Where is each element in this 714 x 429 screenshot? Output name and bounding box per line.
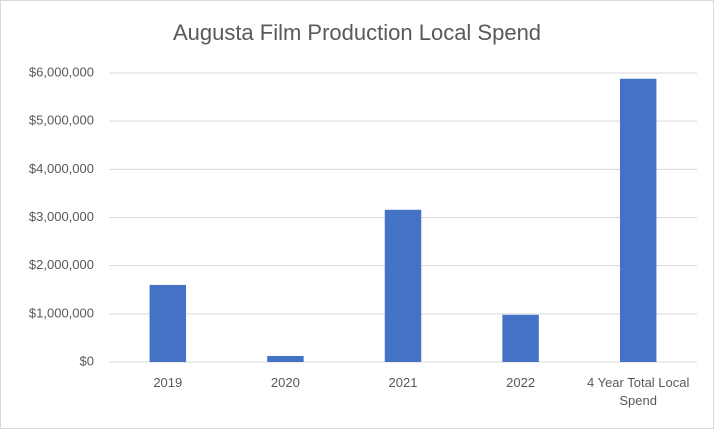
x-tick-label: 4 Year Total Local Spend bbox=[586, 375, 690, 408]
y-tick-label: $3,000,000 bbox=[29, 209, 94, 224]
chart-title: Augusta Film Production Local Spend bbox=[173, 20, 541, 45]
y-tick-label: $1,000,000 bbox=[29, 305, 94, 320]
y-tick-label: $4,000,000 bbox=[29, 161, 94, 176]
y-tick-label: $5,000,000 bbox=[29, 113, 94, 128]
x-tick-label: 2020 bbox=[270, 375, 300, 390]
bar bbox=[267, 355, 304, 362]
x-tick-label: 2021 bbox=[388, 375, 418, 390]
y-tick-label: $0 bbox=[80, 353, 94, 368]
bar bbox=[502, 314, 539, 362]
bar bbox=[619, 78, 657, 362]
bar bbox=[384, 209, 422, 362]
y-tick-label: $2,000,000 bbox=[29, 257, 94, 272]
bar bbox=[149, 284, 187, 362]
x-tick-label: 2022 bbox=[506, 375, 536, 390]
y-tick-label: $6,000,000 bbox=[29, 64, 94, 79]
x-tick-label: 2019 bbox=[153, 375, 183, 390]
